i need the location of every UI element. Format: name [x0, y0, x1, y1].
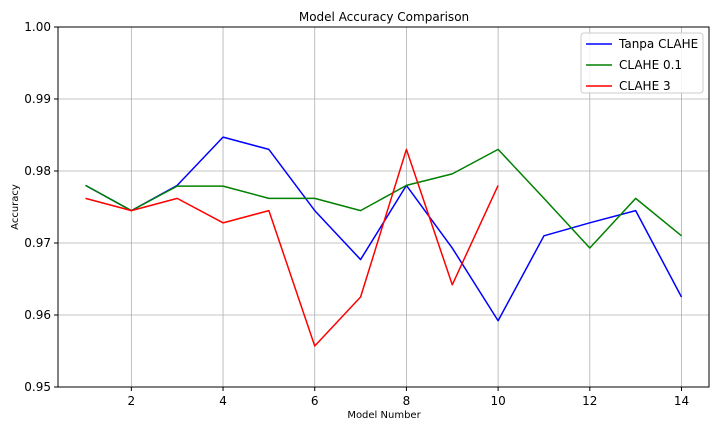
- legend-label: Tanpa CLAHE: [618, 37, 698, 51]
- legend-label: CLAHE 0.1: [619, 58, 682, 72]
- x-axis-ticks: 2 4 6 8 10 12 14: [128, 387, 689, 408]
- plot-area: [57, 26, 710, 388]
- x-tick-label: 14: [674, 394, 689, 408]
- x-tick-label: 4: [219, 394, 227, 408]
- y-tick-label: 0.99: [24, 92, 51, 106]
- y-tick-label: 0.96: [24, 308, 51, 322]
- y-axis-ticks: 0.95 0.96 0.97 0.98 0.99 1.00: [24, 20, 58, 394]
- series-line-3: [85, 148, 499, 347]
- chart-title: Model Accuracy Comparison: [299, 10, 469, 24]
- x-tick-label: 2: [128, 394, 136, 408]
- x-tick-label: 10: [490, 394, 505, 408]
- x-axis-label: Model Number: [347, 410, 421, 421]
- y-tick-label: 0.98: [24, 164, 51, 178]
- series-line-2: [85, 148, 682, 249]
- y-tick-label: 1.00: [24, 20, 51, 34]
- x-tick-label: 12: [582, 394, 597, 408]
- legend-box: [580, 32, 704, 94]
- y-axis-label: Accuracy: [10, 184, 21, 230]
- series-lines: [85, 136, 683, 347]
- legend-label: CLAHE 3: [619, 79, 671, 93]
- x-tick-label: 8: [403, 394, 411, 408]
- y-tick-label: 0.95: [24, 380, 51, 394]
- legend: Tanpa CLAHE CLAHE 0.1 CLAHE 3: [580, 32, 704, 94]
- x-tick-label: 6: [311, 394, 319, 408]
- y-tick-label: 0.97: [24, 236, 51, 250]
